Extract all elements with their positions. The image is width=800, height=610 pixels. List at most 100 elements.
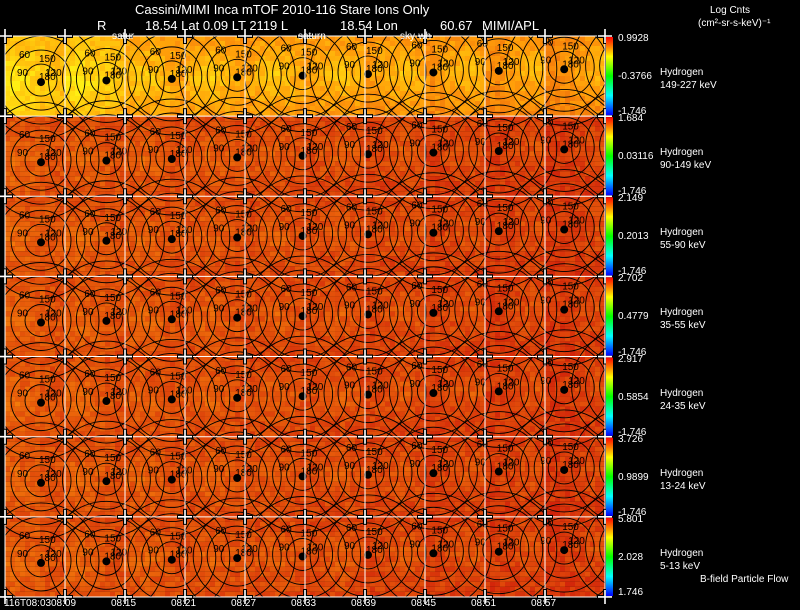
contour-label-150: 150 [366,527,383,538]
contour-label-150: 150 [366,126,383,137]
contour-label-60: 60 [346,122,358,133]
contour-label-180: 180 [431,543,448,554]
contour-label-60: 60 [19,210,31,221]
contour-label-90: 90 [82,387,94,398]
contour-label-60: 60 [84,529,96,540]
contour-label-60: 60 [281,525,293,536]
contour-label-60: 60 [281,364,293,375]
contour-label-180: 180 [301,547,318,558]
contour-label-60: 60 [411,121,423,132]
row-energy-label: 13-24 keV [660,480,706,493]
contour-label-150: 150 [235,290,252,301]
colorbar-max-label: 2.702 [618,272,643,285]
contour-label-90: 90 [148,145,160,156]
contour-label-180: 180 [562,380,579,391]
contour-label-150: 150 [562,121,579,132]
contour-label-90: 90 [344,60,356,71]
contour-label-180: 180 [366,545,383,556]
time-tick-label: 08:39 [351,597,376,610]
header-r-label: R [97,19,106,32]
row-energy-label: 90-149 keV [660,159,711,172]
contour-label-180: 180 [301,386,318,397]
contour-label-90: 90 [148,305,160,316]
contour-label-180: 180 [301,466,318,477]
contour-label-60: 60 [215,286,227,297]
contour-label-60: 60 [84,48,96,59]
contour-label-60: 60 [19,451,31,462]
colorbar-max-label: 2.917 [618,353,643,366]
contour-label-90: 90 [213,63,225,74]
contour-label-180: 180 [235,308,252,319]
contour-label-90: 90 [82,307,94,318]
contour-label-150: 150 [497,203,514,214]
header-position-info: 18.54 Lat 0.09 LT 2119 L [145,19,288,32]
contour-label-60: 60 [281,284,293,295]
contour-label-60: 60 [346,443,358,454]
row-species-label: Hydrogen [660,387,703,400]
contour-label-90: 90 [344,220,356,231]
contour-label-180: 180 [104,70,121,81]
contour-label-150: 150 [104,293,121,304]
contour-label-180: 180 [562,59,579,70]
contour-label-90: 90 [213,384,225,395]
contour-label-90: 90 [279,62,291,73]
contour-label-90: 90 [82,547,94,558]
contour-label-150: 150 [301,48,318,59]
contour-label-150: 150 [104,52,121,63]
contour-label-150: 150 [170,211,187,222]
contour-label-150: 150 [170,371,187,382]
colorbar-mid-label: 0.9899 [618,471,649,484]
contour-label-180: 180 [39,393,56,404]
contour-label-150: 150 [170,452,187,463]
contour-label-90: 90 [82,147,94,158]
footer-note: B-field Particle Flow [700,573,788,586]
contour-label-180: 180 [301,226,318,237]
contour-label-90: 90 [213,224,225,235]
contour-label-150: 150 [431,285,448,296]
contour-label-60: 60 [19,290,31,301]
contour-label-180: 180 [431,463,448,474]
contour-label-90: 90 [540,296,552,307]
colorbar-max-label: 1.684 [618,112,643,125]
contour-label-150: 150 [39,455,56,466]
contour-label-60: 60 [411,521,423,532]
time-tick-label: 08:51 [471,597,496,610]
contour-label-150: 150 [497,524,514,535]
colorbar-mid-label: 0.03116 [618,150,653,163]
contour-label-60: 60 [150,287,162,298]
contour-label-120: 120 [634,134,651,145]
contour-label-150: 150 [366,367,383,378]
colorbar-mid-label: 0.2013 [618,230,649,243]
contour-label-60: 60 [346,523,358,534]
contour-label-60: 60 [84,369,96,380]
contour-label-150: 150 [301,529,318,540]
contour-label-180: 180 [39,553,56,564]
contour-label-120: 120 [634,454,651,465]
contour-label-90: 90 [540,55,552,66]
contour-label-120: 120 [634,214,651,225]
contour-label-180: 180 [562,460,579,471]
time-tick-label: 08:45 [411,597,436,610]
colorbar-min-label: 1.746 [618,586,643,599]
contour-label-180: 180 [497,381,514,392]
contour-label-60: 60 [150,127,162,138]
colorbar-title-line2: (cm²-sr-s-keV)⁻¹ [698,17,770,30]
contour-label-150: 150 [39,535,56,546]
contour-label-180: 180 [235,468,252,479]
contour-label-180: 180 [235,388,252,399]
time-tick-label: 08:15 [111,597,136,610]
contour-label-180: 180 [497,61,514,72]
contour-label-150: 150 [431,445,448,456]
contour-label-90: 90 [344,140,356,151]
contour-label-90: 90 [82,467,94,478]
contour-label-150: 150 [431,365,448,376]
contour-label-180: 180 [628,218,645,229]
contour-label-90: 90 [344,461,356,472]
contour-label-150: 150 [562,442,579,453]
contour-label-150: 150 [366,286,383,297]
row-species-label: Hydrogen [660,146,703,159]
contour-label-150: 150 [497,444,514,455]
contour-label-90: 90 [17,228,29,239]
contour-label-60: 60 [19,50,31,61]
contour-label-90: 90 [279,142,291,153]
